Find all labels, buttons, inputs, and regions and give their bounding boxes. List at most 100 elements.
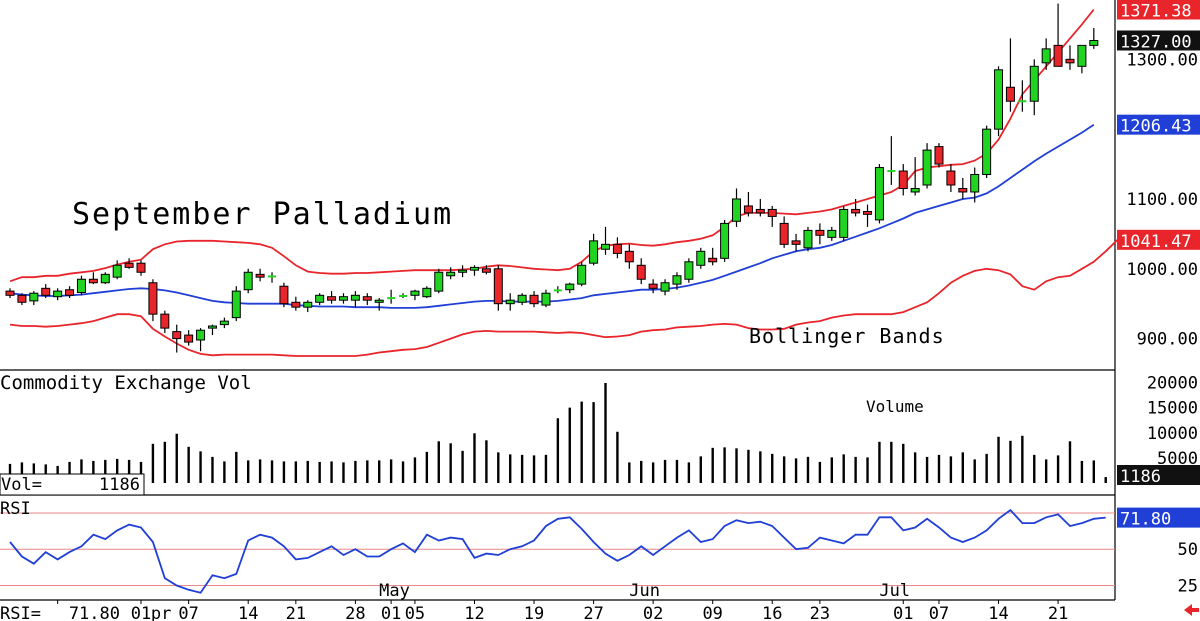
candle — [53, 288, 63, 301]
candle-body — [76, 278, 86, 294]
candle — [1065, 45, 1075, 70]
candle — [469, 265, 479, 276]
candle-body — [541, 292, 551, 306]
candle-body — [863, 211, 873, 215]
rsi-tag-box — [1117, 507, 1200, 528]
volume-readout-value: 1186 — [99, 475, 140, 495]
price-tag-box — [1117, 30, 1200, 51]
price-tick-label: 900.00 — [1137, 330, 1198, 350]
volume-tick-label: 5000 — [1157, 449, 1198, 469]
candle — [589, 233, 599, 266]
candle-body — [720, 222, 730, 259]
candle — [1029, 59, 1039, 116]
price-tick-label: 1300.00 — [1126, 50, 1198, 70]
candle-body — [505, 299, 515, 305]
candle-body — [851, 208, 861, 214]
x-date-label: 16 — [762, 604, 782, 621]
candle — [982, 125, 992, 179]
candle — [243, 268, 253, 294]
candle-body — [279, 285, 289, 305]
candle — [160, 310, 170, 333]
candle-body — [327, 296, 337, 301]
candle-body — [53, 290, 63, 298]
candle — [29, 291, 39, 306]
candle — [434, 268, 444, 294]
candle — [458, 265, 468, 278]
candle-body — [303, 301, 313, 308]
candle — [755, 198, 765, 217]
rsi-panel-title: RSI — [0, 499, 31, 519]
candle — [17, 293, 27, 306]
x-date-label: 21 — [1048, 604, 1068, 621]
candle — [219, 317, 229, 329]
candle-body — [874, 167, 884, 221]
candle-body — [255, 273, 265, 278]
price-tag: 1206.43 — [1117, 114, 1200, 137]
candle-body — [648, 283, 658, 289]
candle — [898, 164, 908, 196]
candle — [958, 178, 968, 199]
volume-tick-label: 20000 — [1147, 374, 1198, 394]
candle — [922, 143, 932, 189]
chart-title: September Palladium — [72, 197, 453, 232]
candle — [624, 244, 634, 269]
price-tag-box — [1117, 229, 1200, 250]
candle-body — [779, 222, 789, 245]
candle-body — [148, 282, 158, 315]
candle — [946, 164, 956, 192]
candle-body — [291, 301, 301, 308]
candle — [517, 293, 527, 306]
candle-body — [88, 278, 98, 284]
candle — [399, 293, 408, 299]
candle-body — [994, 69, 1004, 130]
candle-body — [1029, 65, 1039, 102]
volume-readout-label: Vol= — [1, 475, 42, 495]
candle — [887, 136, 896, 185]
candle-body — [815, 229, 825, 236]
candle — [231, 286, 241, 322]
candle-body — [743, 205, 753, 214]
x-date-label: 01 — [381, 604, 401, 621]
candle-body — [243, 271, 253, 291]
candle-body — [827, 229, 837, 238]
candle — [410, 289, 420, 301]
candle-body — [732, 198, 742, 222]
x-month-label: Jun — [629, 581, 660, 601]
candle — [732, 188, 742, 227]
candle — [934, 143, 944, 168]
x-date-label: 02 — [643, 604, 663, 621]
candle-body — [338, 296, 348, 301]
candle-body — [946, 170, 956, 186]
candle — [851, 198, 861, 217]
price-tag-box — [1117, 0, 1200, 20]
candle-body — [17, 294, 27, 303]
candle-body — [910, 187, 920, 193]
candle — [1041, 38, 1051, 70]
rsi-tick-label: 50 — [1178, 540, 1198, 560]
rsi-line — [9, 508, 1106, 594]
candle — [839, 205, 849, 241]
candle — [910, 157, 920, 196]
candle — [338, 293, 348, 304]
candle — [791, 233, 801, 252]
candle-body — [708, 257, 718, 263]
candle — [112, 260, 122, 280]
candle-body — [434, 271, 444, 292]
candle-body — [577, 264, 587, 285]
price-tag: 1327.00 — [1117, 30, 1200, 52]
candle — [743, 191, 753, 217]
candle — [315, 293, 325, 306]
candle-body — [65, 289, 75, 296]
candle — [529, 291, 539, 308]
scroll-left-arrow-icon[interactable] — [1184, 604, 1199, 616]
candle-body — [469, 266, 479, 271]
rsi-tick-label: 25 — [1178, 576, 1198, 596]
candle — [65, 286, 75, 299]
candle — [136, 260, 146, 276]
candle-body — [493, 268, 503, 305]
candle-body — [231, 290, 241, 319]
candle-body — [601, 243, 610, 250]
candle-body — [172, 331, 182, 340]
candle — [5, 288, 15, 299]
candle-body — [517, 294, 527, 303]
